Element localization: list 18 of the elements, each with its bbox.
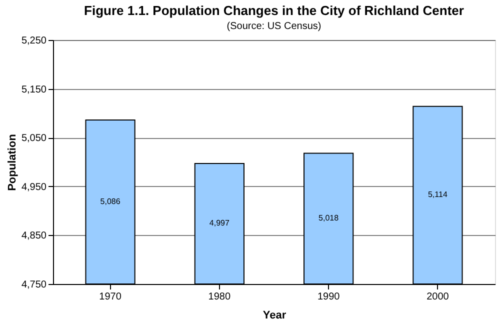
y-axis-title: Population [6, 134, 18, 191]
data-label: 4,997 [209, 218, 230, 228]
x-tick-label: 2000 [426, 292, 450, 302]
x-tick-label: 1990 [317, 292, 340, 302]
y-tick-label: 5,050 [21, 133, 47, 144]
y-tick-label: 4,850 [21, 230, 47, 242]
y-tick-label: 5,150 [21, 84, 47, 96]
chart-title: Figure 1.1. Population Changes in the City of Richland Center [84, 3, 464, 18]
y-tick-label: 4,950 [21, 182, 47, 193]
data-label: 5,114 [428, 190, 448, 200]
x-tick-label: 1980 [208, 292, 231, 302]
y-tick-label: 5,250 [21, 36, 47, 46]
chart-subtitle: (Source: US Census) [226, 21, 322, 32]
x-tick-label: 1970 [99, 292, 122, 302]
data-label: 5,086 [100, 197, 121, 206]
y-tick-label: 4,750 [21, 280, 47, 290]
data-label: 5,018 [318, 214, 340, 223]
x-axis-title: Year [262, 310, 287, 322]
